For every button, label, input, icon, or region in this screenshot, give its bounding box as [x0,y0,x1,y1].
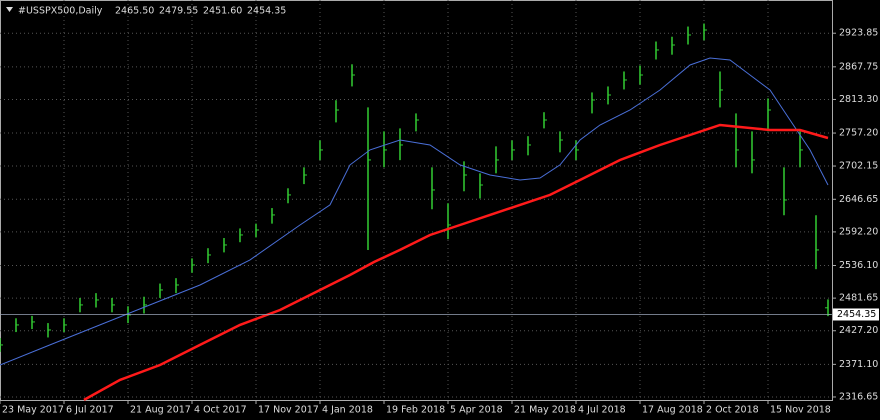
y-tick-label: 2427.20 [839,325,878,336]
x-tick-label: 21 May 2018 [514,405,576,416]
y-tick-label: 2536.10 [839,260,878,271]
header-low: 2451.60 [203,6,242,17]
y-tick-label: 2646.65 [839,194,878,205]
plot-frame [0,0,833,401]
price-tag-label: 2454.35 [837,309,876,320]
y-tick-label: 2923.85 [839,28,878,39]
header-open: 2465.50 [115,6,154,17]
chart-title: #USSPX500,Daily [18,6,103,17]
y-tick-label: 2702.15 [839,161,878,172]
y-tick-label: 2371.10 [839,359,878,370]
y-tick-label: 2867.75 [839,61,878,72]
y-tick-label: 2316.65 [839,391,878,402]
x-tick-label: 21 Aug 2017 [130,405,191,416]
header-close: 2454.35 [247,6,286,17]
x-tick-label: 19 Feb 2018 [386,405,445,416]
price-tag [833,308,879,321]
x-tick-label: 23 May 2017 [2,405,64,416]
y-tick-label: 2757.20 [839,128,878,139]
x-tick-label: 4 Jan 2018 [322,405,373,416]
y-tick-label: 2481.65 [839,293,878,304]
moving-average [0,57,829,366]
x-tick-label: 15 Nov 2018 [770,405,831,416]
x-tick-label: 4 Jul 2018 [578,405,626,416]
x-tick-label: 17 Aug 2018 [642,405,703,416]
y-tick-label: 2592.20 [839,226,878,237]
x-tick-label: 6 Jul 2017 [66,405,114,416]
title-arrow [6,7,13,12]
header-high: 2479.55 [159,6,198,17]
x-tick-label: 4 Oct 2017 [194,405,247,416]
x-tick-label: 17 Nov 2017 [258,405,319,416]
x-tick-label: 2 Oct 2018 [706,405,759,416]
y-tick-label: 2813.30 [839,94,878,105]
x-tick-label: 5 Apr 2018 [450,405,503,416]
moving-average [83,123,829,401]
